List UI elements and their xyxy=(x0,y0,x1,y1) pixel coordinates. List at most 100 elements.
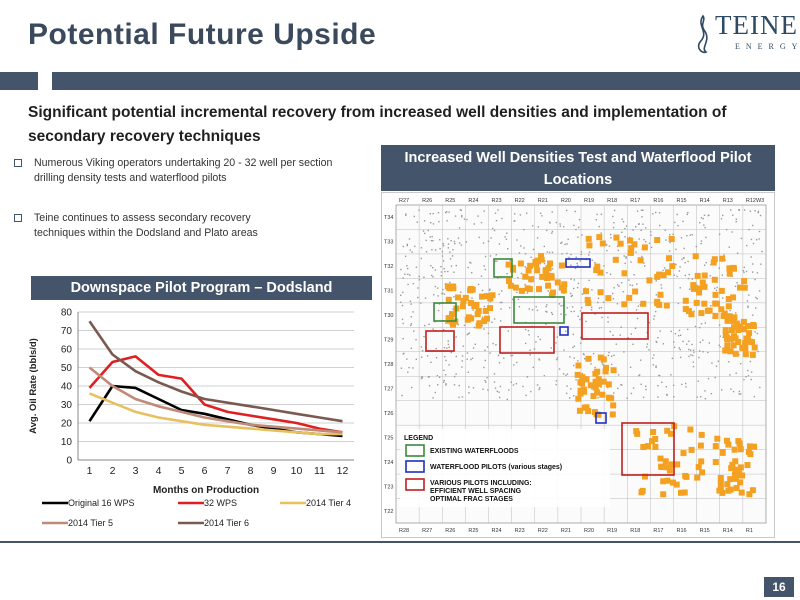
range-label: R14 xyxy=(723,528,733,534)
series-line xyxy=(88,320,343,423)
township-label: T30 xyxy=(384,313,393,319)
x-tick-label: 5 xyxy=(179,465,185,477)
y-tick-label: 10 xyxy=(61,437,73,448)
township-label: T32 xyxy=(384,264,393,270)
range-label: R22 xyxy=(515,198,525,204)
township-label: T33 xyxy=(384,240,393,246)
x-tick-label: 6 xyxy=(202,465,208,477)
range-label: R27 xyxy=(399,198,409,204)
range-label: R12W3 xyxy=(746,198,764,204)
pilot-box xyxy=(565,258,591,268)
series-line xyxy=(89,392,343,436)
range-label: R23 xyxy=(515,528,525,534)
legend-label: Original 16 WPS xyxy=(68,498,135,508)
range-label: R20 xyxy=(561,198,571,204)
header-band-right xyxy=(52,72,800,90)
township-label: T29 xyxy=(384,338,393,344)
range-label: R26 xyxy=(445,528,455,534)
range-label: R13 xyxy=(723,198,733,204)
x-tick-label: 2 xyxy=(110,465,116,477)
y-tick-label: 30 xyxy=(61,400,73,411)
x-tick-label: 11 xyxy=(314,465,325,477)
legend-label: 2014 Tier 6 xyxy=(204,518,249,528)
map-legend-title: LEGEND xyxy=(404,435,433,442)
x-tick-label: 9 xyxy=(271,465,277,477)
footer-divider xyxy=(0,541,800,543)
township-label: T23 xyxy=(384,484,393,490)
slide-subtitle: Significant potential incremental recove… xyxy=(28,104,727,145)
pilot-box xyxy=(493,258,513,278)
range-label: R1 xyxy=(746,528,753,534)
pilot-box xyxy=(433,302,457,322)
range-label: R21 xyxy=(538,198,548,204)
flame-logo-icon xyxy=(697,14,708,54)
y-tick-label: 20 xyxy=(61,419,73,430)
map-header: Increased Well Densities Test and Waterf… xyxy=(381,145,775,191)
chart-header: Downspace Pilot Program – Dodsland xyxy=(31,276,372,300)
x-tick-label: 4 xyxy=(156,465,162,477)
range-label: R17 xyxy=(653,528,663,534)
range-label: R23 xyxy=(492,198,502,204)
x-tick-label: 3 xyxy=(133,465,139,477)
range-label: R20 xyxy=(584,528,594,534)
range-label: R15 xyxy=(677,198,687,204)
company-logo xyxy=(688,12,796,56)
x-axis-label: Months on Production xyxy=(153,485,259,496)
township-label: T31 xyxy=(384,289,393,295)
range-label: R25 xyxy=(445,198,455,204)
series-line xyxy=(88,366,343,434)
y-tick-label: 70 xyxy=(61,326,73,337)
pilot-box xyxy=(513,296,565,324)
pilot-box xyxy=(581,312,649,340)
bullet-item: Numerous Viking operators undertaking 20… xyxy=(14,156,364,204)
map-legend-label: EXISTING WATERFLOODS xyxy=(430,448,519,455)
bullet-text: Teine continues to assess secondary reco… xyxy=(34,212,258,239)
bullet-square-icon xyxy=(14,159,22,167)
range-label: R19 xyxy=(607,528,617,534)
page-title: Potential Future Upside xyxy=(28,18,377,51)
header-band-left xyxy=(0,72,38,90)
range-label: R28 xyxy=(399,528,409,534)
pilot-box xyxy=(559,326,569,336)
township-label: T28 xyxy=(384,362,393,368)
range-label: R15 xyxy=(700,528,710,534)
range-label: R25 xyxy=(468,528,478,534)
y-tick-label: 40 xyxy=(61,382,73,393)
range-label: R14 xyxy=(700,198,710,204)
township-label: T24 xyxy=(384,460,393,466)
map-legend-swatch xyxy=(405,460,425,473)
bullet-text: Numerous Viking operators undertaking 20… xyxy=(34,157,333,184)
bullet-square-icon xyxy=(14,214,22,222)
range-label: R24 xyxy=(492,528,502,534)
range-label: R16 xyxy=(653,198,663,204)
x-tick-label: 8 xyxy=(248,465,254,477)
pilot-box xyxy=(499,326,555,354)
map-legend-swatch xyxy=(405,478,425,491)
logo-wordmark: TEINE xyxy=(715,10,798,40)
y-tick-label: 50 xyxy=(61,363,73,374)
pilot-box xyxy=(425,330,455,352)
range-label: R24 xyxy=(468,198,478,204)
y-tick-label: 60 xyxy=(61,345,73,356)
pilot-box xyxy=(595,412,607,424)
logo-subtext: ENERGY xyxy=(735,42,800,51)
x-tick-label: 12 xyxy=(337,465,349,477)
y-tick-label: 0 xyxy=(66,456,72,467)
township-label: T25 xyxy=(384,435,393,441)
map-legend-swatch xyxy=(405,444,425,457)
range-label: R19 xyxy=(584,198,594,204)
map-legend: LEGEND EXISTING WATERFLOODS WATERFLOOD PIL… xyxy=(400,429,610,507)
legend-label: 2014 Tier 4 xyxy=(306,498,351,508)
page-number: 16 xyxy=(764,577,794,597)
y-axis-label: Avg. Oil Rate (bbls/d) xyxy=(28,338,39,434)
oil-rate-chart: 0 10 20 30 40 50 60 70 80 1 2 3 4 5 6 7 8 9 10 11 12 Months o… xyxy=(14,300,374,538)
range-label: R17 xyxy=(630,198,640,204)
x-tick-label: 1 xyxy=(87,465,93,477)
y-tick-label: 80 xyxy=(61,308,73,319)
legend-label: 32 WPS xyxy=(204,498,237,508)
series-line xyxy=(88,355,343,434)
range-label: R21 xyxy=(561,528,571,534)
legend-label: 2014 Tier 5 xyxy=(68,518,113,528)
range-label: R26 xyxy=(422,198,432,204)
township-label: T26 xyxy=(384,411,393,417)
